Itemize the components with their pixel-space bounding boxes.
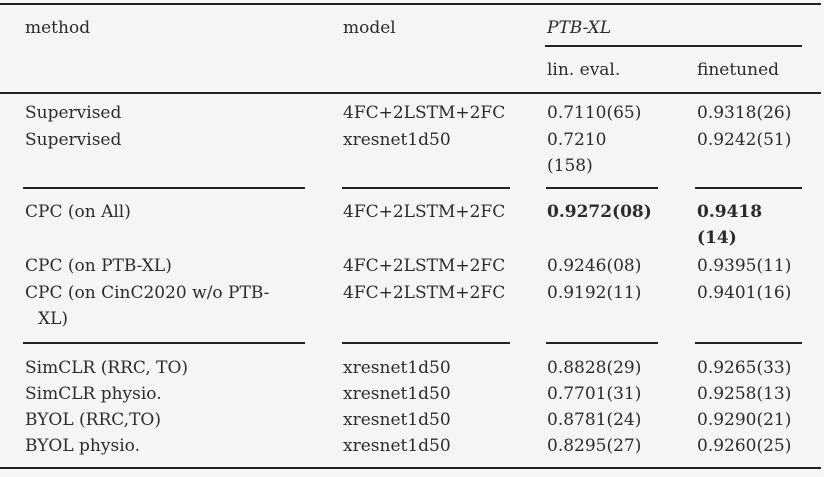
cell-model: xresnet1d50: [343, 436, 451, 456]
table-row: CPC (on PTB-XL) 4FC+2LSTM+2FC 0.9246(08)…: [25, 253, 824, 279]
cell-model: 4FC+2LSTM+2FC: [343, 103, 506, 123]
cell-lin-eval: 0.7210 (158): [547, 130, 607, 176]
cell-finetuned: 0.9318(26): [697, 103, 792, 123]
header-model: model: [343, 18, 396, 38]
cell-lin-eval: 0.8828(29): [547, 358, 642, 378]
table-row: BYOL physio. xresnet1d50 0.8295(27) 0.92…: [25, 433, 824, 459]
cell-method: Supervised: [25, 130, 122, 150]
table-header-row-2: lin. eval. finetuned: [25, 57, 824, 83]
cell-model: xresnet1d50: [343, 384, 451, 404]
cell-lin-eval: 0.8781(24): [547, 410, 642, 430]
header-lin-eval: lin. eval.: [547, 60, 621, 80]
header-finetuned: finetuned: [697, 60, 780, 80]
cell-model: 4FC+2LSTM+2FC: [343, 202, 506, 222]
cell-model: xresnet1d50: [343, 130, 451, 150]
cell-model: 4FC+2LSTM+2FC: [343, 283, 506, 303]
header-spacer: [697, 15, 824, 41]
cell-method: Supervised: [25, 103, 122, 123]
cell-lin-eval: 0.7701(31): [547, 384, 642, 404]
table-row: CPC (on All) 4FC+2LSTM+2FC 0.9272(08) 0.…: [25, 199, 824, 251]
header-empty-1: [25, 57, 343, 83]
cell-finetuned: 0.9418 (14): [697, 202, 763, 248]
table-row: CPC (on CinC2020 w/o PTB- XL) 4FC+2LSTM+…: [25, 280, 824, 332]
header-empty-2: [343, 57, 547, 83]
section-rule-2-col3: [546, 342, 658, 344]
cell-finetuned: 0.9242(51): [697, 130, 792, 150]
cell-model: 4FC+2LSTM+2FC: [343, 256, 506, 276]
table-bottom-rule: [0, 467, 821, 469]
cell-model: xresnet1d50: [343, 358, 451, 378]
cell-finetuned: 0.9265(33): [697, 358, 792, 378]
cell-method: CPC (on PTB-XL): [25, 256, 172, 276]
cell-finetuned: 0.9258(13): [697, 384, 792, 404]
cell-lin-eval: 0.8295(27): [547, 436, 642, 456]
table-header-row-1: method model PTB-XL: [25, 15, 824, 41]
cell-method: CPC (on CinC2020 w/o PTB- XL): [25, 283, 270, 329]
section-rule-1-col3: [546, 187, 658, 189]
cell-lin-eval: 0.9246(08): [547, 256, 642, 276]
cell-model: xresnet1d50: [343, 410, 451, 430]
header-bottom-rule: [0, 92, 821, 94]
table-row: SimCLR (RRC, TO) xresnet1d50 0.8828(29) …: [25, 355, 824, 381]
section-rule-2-col2: [342, 342, 510, 344]
cell-lin-eval: 0.9272(08): [547, 202, 652, 222]
cell-finetuned: 0.9395(11): [697, 256, 792, 276]
table-row: SimCLR physio. xresnet1d50 0.7701(31) 0.…: [25, 381, 824, 407]
section-rule-1-col4: [695, 187, 802, 189]
cell-lin-eval: 0.9192(11): [547, 283, 642, 303]
cell-finetuned: 0.9290(21): [697, 410, 792, 430]
cell-method: BYOL (RRC,TO): [25, 410, 161, 430]
cell-lin-eval: 0.7110(65): [547, 103, 642, 123]
table-row: BYOL (RRC,TO) xresnet1d50 0.8781(24) 0.9…: [25, 407, 824, 433]
table-row: Supervised 4FC+2LSTM+2FC 0.7110(65) 0.93…: [25, 100, 824, 126]
section-rule-1-col1: [23, 187, 305, 189]
section-rule-2-col4: [695, 342, 802, 344]
section-rule-1-col2: [342, 187, 510, 189]
cell-finetuned: 0.9401(16): [697, 283, 792, 303]
cell-finetuned: 0.9260(25): [697, 436, 792, 456]
group-header-underline: [545, 45, 802, 47]
header-method: method: [25, 18, 91, 38]
cell-method: SimCLR physio.: [25, 384, 162, 404]
section-rule-2-col1: [23, 342, 305, 344]
header-group-ptbxl: PTB-XL: [547, 18, 612, 38]
table-top-rule: [0, 3, 821, 5]
cell-method: CPC (on All): [25, 202, 131, 222]
cell-method: BYOL physio.: [25, 436, 140, 456]
table-row: Supervised xresnet1d50 0.7210 (158) 0.92…: [25, 127, 824, 179]
cell-method: SimCLR (RRC, TO): [25, 358, 189, 378]
